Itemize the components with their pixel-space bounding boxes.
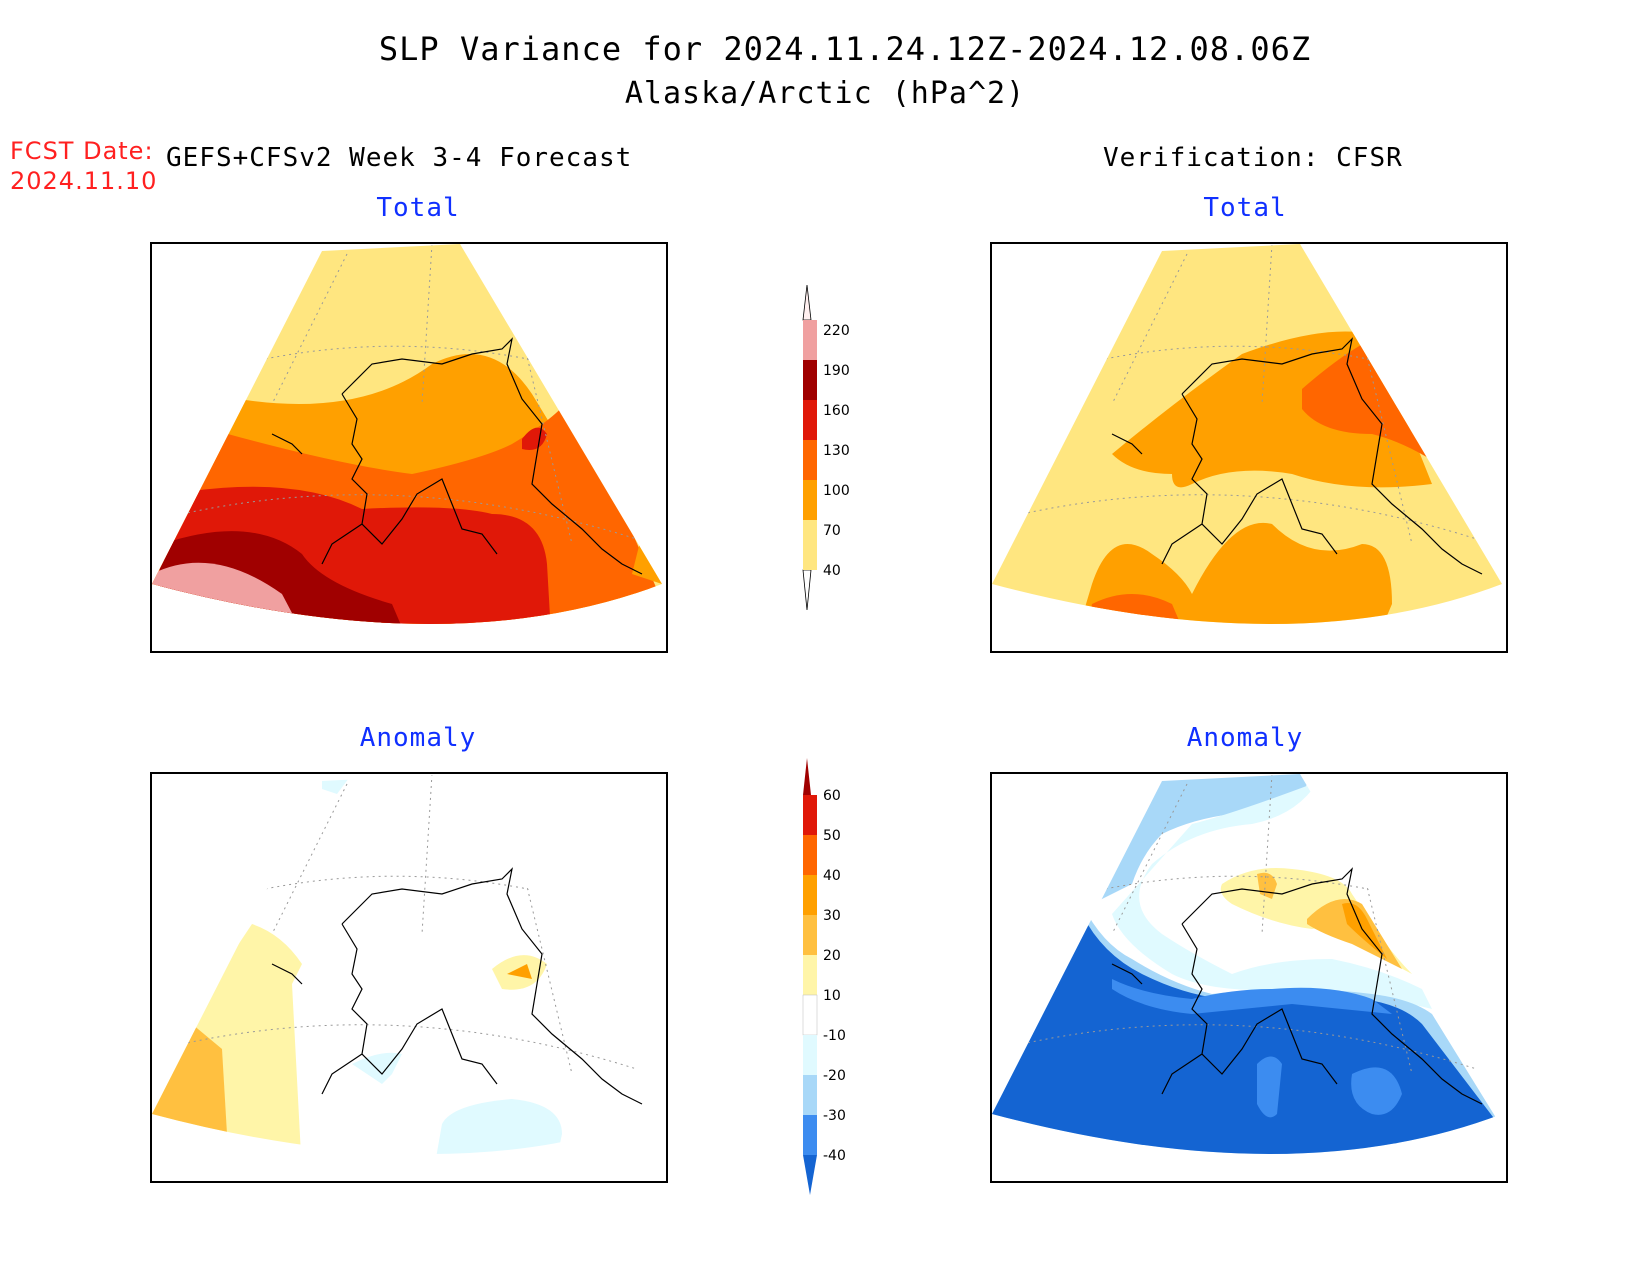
colorbar-anomaly-swatch-minus30-minus40 bbox=[803, 1115, 817, 1155]
colorbar-total-bottom-arrow bbox=[802, 569, 812, 611]
verification-total-map bbox=[990, 242, 1508, 653]
colorbar-anomaly-label-minus40: -40 bbox=[823, 1148, 846, 1164]
colorbar-total-swatch-100-130 bbox=[803, 440, 817, 480]
colorbar-anomaly-swatch-50-60 bbox=[803, 795, 817, 835]
alaska-coastline bbox=[271, 337, 643, 575]
colorbar-anomaly-swatch-20-30 bbox=[803, 915, 817, 955]
colorbar-anomaly-swatch-40-50 bbox=[803, 835, 817, 875]
fill-minus30-minus40 bbox=[1112, 979, 1392, 1014]
colorbar-total-label-130: 130 bbox=[823, 443, 850, 459]
colorbar-total-swatch-160-190 bbox=[803, 360, 817, 400]
fill-100-130 bbox=[1302, 339, 1452, 474]
forecast-total-map bbox=[150, 242, 668, 653]
fill-edge-70-100 bbox=[632, 534, 662, 584]
colorbar-anomaly-label-20: 20 bbox=[823, 948, 841, 964]
fill-south-minus10-minus20 bbox=[432, 1099, 562, 1154]
verification-column-heading: Verification: CFSR bbox=[1103, 143, 1403, 173]
colorbar-anomaly-label-40: 40 bbox=[823, 868, 841, 884]
colorbar-anomaly: 60 50 40 30 20 10 -10 -20 -30 -40 bbox=[795, 755, 875, 1205]
fill-south-130-160 bbox=[1127, 631, 1167, 651]
colorbar-total-swatch-130-160 bbox=[803, 400, 817, 440]
colorbar-anomaly-label-50: 50 bbox=[823, 828, 841, 844]
alaska-coastline bbox=[1111, 337, 1483, 575]
fill-south-minus20-minus30 bbox=[1122, 1152, 1192, 1154]
fill-10-20 bbox=[152, 924, 302, 1154]
colorbar-total-swatch-190-220 bbox=[803, 320, 817, 360]
fill-patch2-minus30-minus40 bbox=[1351, 1067, 1402, 1115]
forecast-anomaly-title: Anomaly bbox=[359, 723, 477, 753]
colorbar-total-label-100: 100 bbox=[823, 483, 850, 499]
colorbar-anomaly-swatch-neutral bbox=[802, 994, 818, 1036]
forecast-date-value: 2024.11.10 bbox=[10, 167, 158, 195]
colorbar-anomaly-swatch-minus10-minus20 bbox=[803, 1035, 817, 1075]
fill-130-160 bbox=[1412, 389, 1432, 424]
colorbar-anomaly-label-60: 60 bbox=[823, 788, 841, 804]
colorbar-anomaly-bottom-arrow bbox=[803, 1155, 817, 1195]
colorbar-anomaly-label-10: 10 bbox=[823, 988, 841, 1004]
fill-30-40 bbox=[1342, 903, 1387, 959]
colorbar-total-top-arrow bbox=[802, 284, 812, 321]
colorbar-anomaly-swatch-minus20-minus30 bbox=[803, 1075, 817, 1115]
colorbar-anomaly-swatch-10-20 bbox=[803, 955, 817, 995]
chart-subtitle: Alaska/Arctic (hPa^2) bbox=[624, 76, 1026, 111]
colorbar-total-label-160: 160 bbox=[823, 403, 850, 419]
colorbar-total-label-190: 190 bbox=[823, 363, 850, 379]
verification-anomaly-title: Anomaly bbox=[1186, 723, 1304, 753]
colorbar-anomaly-top-arrow bbox=[803, 758, 811, 795]
colorbar-total-label-220: 220 bbox=[823, 323, 850, 339]
colorbar-total-label-40: 40 bbox=[823, 563, 841, 579]
colorbar-anomaly-label-30: 30 bbox=[823, 908, 841, 924]
fill-patch-minus30-minus40 bbox=[1257, 1056, 1282, 1118]
alaska-coastline bbox=[1111, 867, 1483, 1105]
colorbar-total-label-70: 70 bbox=[823, 523, 841, 539]
forecast-anomaly-map bbox=[150, 772, 668, 1183]
colorbar-total-swatch-70-100 bbox=[803, 480, 817, 520]
colorbar-anomaly-label-minus30: -30 bbox=[823, 1108, 846, 1124]
colorbar-anomaly-swatch-30-40 bbox=[803, 875, 817, 915]
verification-anomaly-map bbox=[990, 772, 1508, 1183]
colorbar-total-swatch-40-70 bbox=[803, 520, 817, 570]
chart-title: SLP Variance for 2024.11.24.12Z-2024.12.… bbox=[378, 30, 1312, 68]
verification-total-title: Total bbox=[1203, 193, 1287, 223]
forecast-date-label: FCST Date: 2024.11.10 bbox=[10, 136, 157, 196]
colorbar-anomaly-label-minus10: -10 bbox=[823, 1028, 846, 1044]
forecast-date-caption: FCST Date: bbox=[10, 137, 154, 165]
fill-minus10-minus20 bbox=[1112, 774, 1432, 1009]
forecast-total-title: Total bbox=[376, 193, 460, 223]
alaska-coastline bbox=[271, 867, 643, 1105]
fill-local-30-40 bbox=[507, 964, 532, 979]
colorbar-total: 220 190 160 130 100 70 40 bbox=[795, 280, 875, 620]
colorbar-anomaly-label-minus20: -20 bbox=[823, 1068, 846, 1084]
forecast-column-heading: GEFS+CFSv2 Week 3-4 Forecast bbox=[166, 143, 633, 173]
fill-20-30 bbox=[152, 1024, 227, 1134]
